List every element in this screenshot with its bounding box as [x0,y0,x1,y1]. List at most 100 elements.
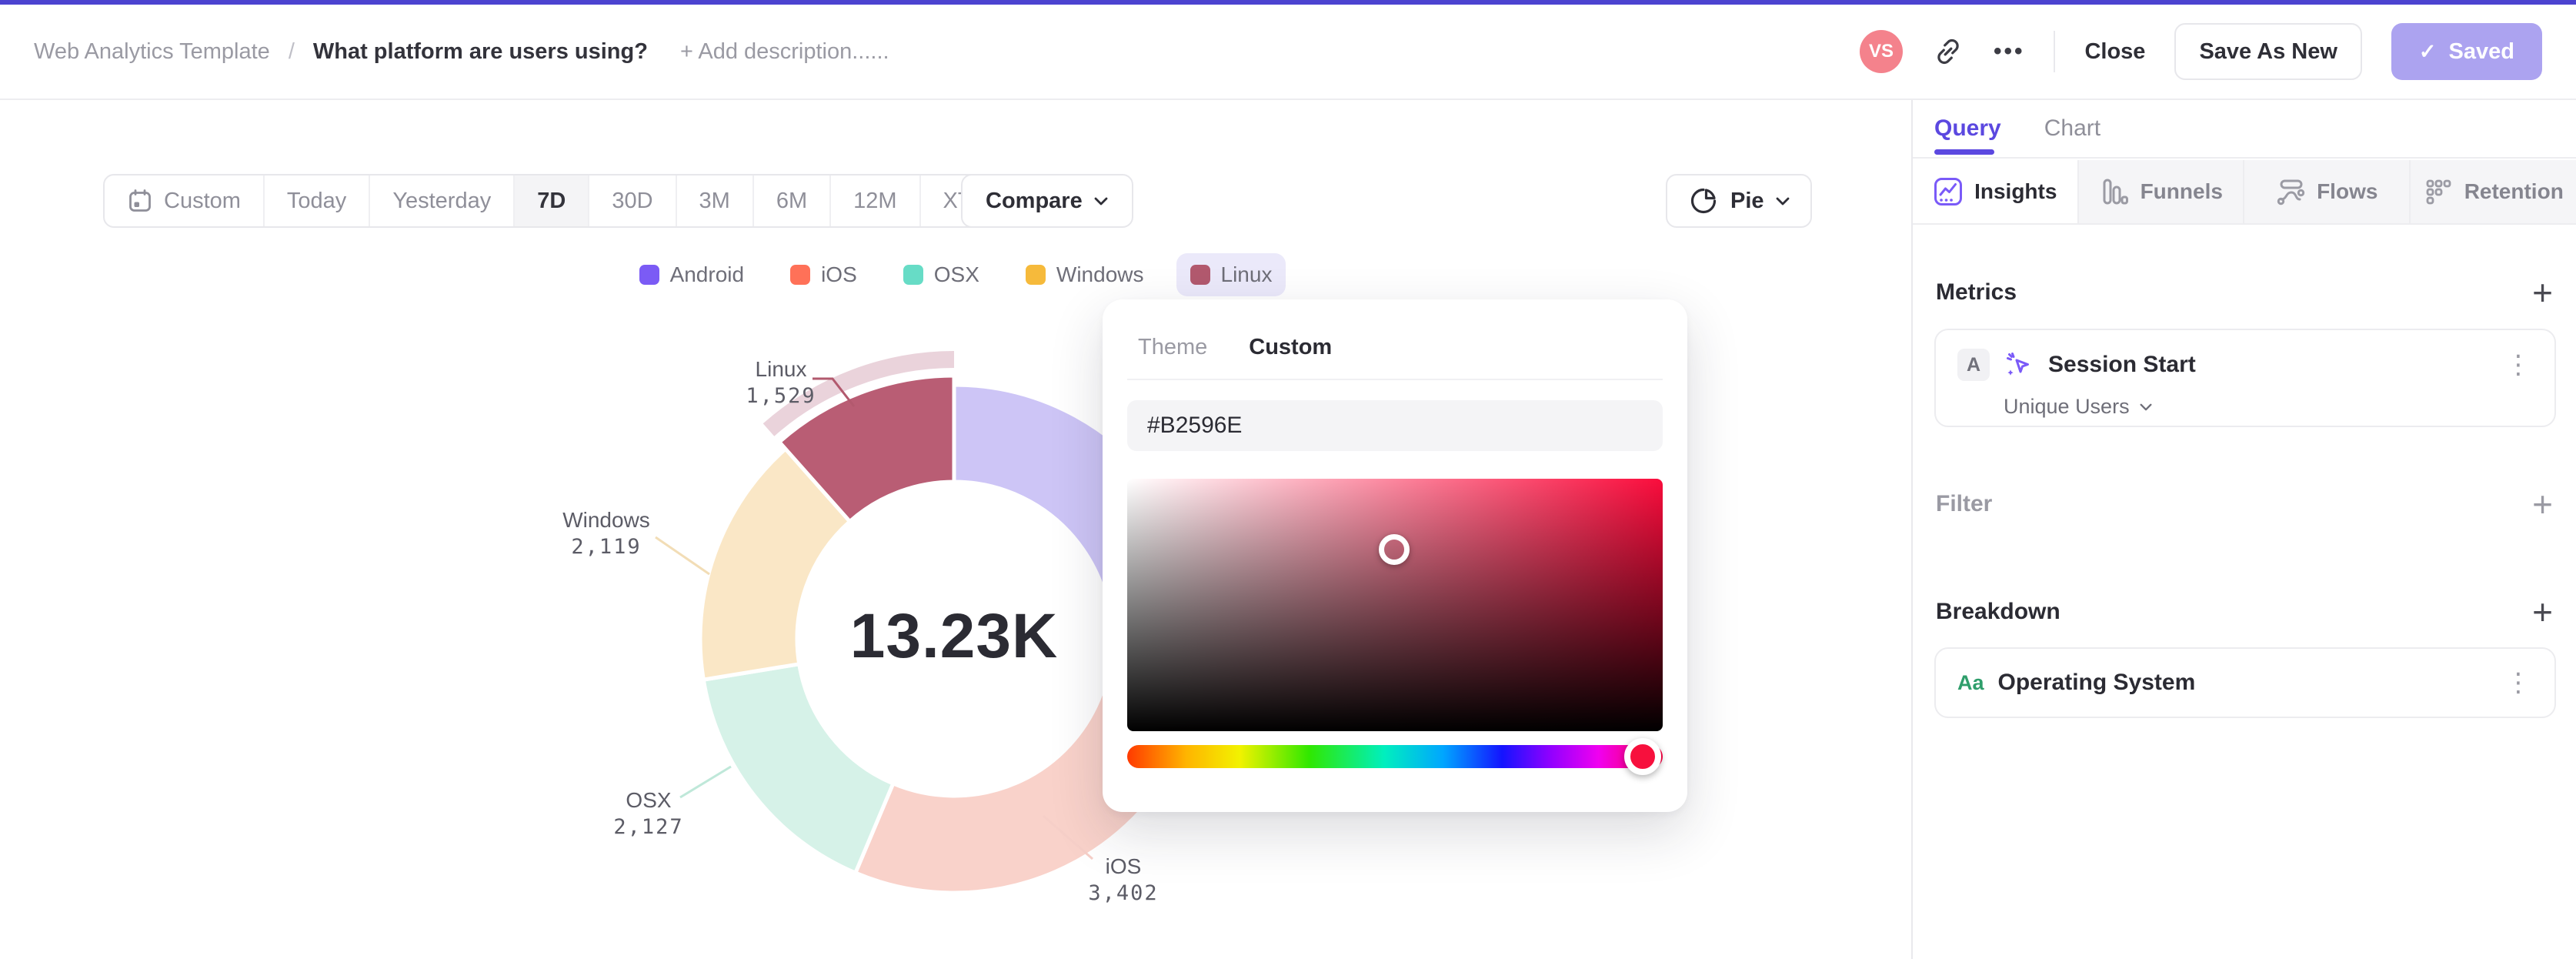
hex-color-input[interactable] [1127,400,1663,451]
chart-canvas: Custom Today Yesterday 7D 30D 3M 6M 12M … [0,100,1911,959]
section-title: Metrics [1936,279,2017,305]
range-30d[interactable]: 30D [588,175,675,226]
insights-icon [1933,176,1964,207]
legend-item-osx[interactable]: OSX [889,253,993,296]
pie-slice-highlight-band [762,351,954,436]
slice-label-value: 2,127 [613,815,684,839]
legend-swatch [903,265,923,285]
range-label: Custom [164,188,241,213]
avatar[interactable]: VS [1859,30,1903,73]
callout-line-osx [679,765,732,799]
tab-query[interactable]: Query [1934,115,2001,141]
breakdown-row: Aa Operating System ⋮ [1957,670,2533,696]
legend-item-windows[interactable]: Windows [1012,253,1158,296]
chart-type-button[interactable]: Pie [1666,174,1812,228]
slice-label-name: Windows [562,508,650,532]
compare-label: Compare [986,188,1083,213]
tab-chart[interactable]: Chart [2044,115,2101,141]
legend-item-ios[interactable]: iOS [776,253,871,296]
header-divider [2054,31,2056,72]
metric-card[interactable]: A Session Start ⋮ Unique Users [1934,329,2556,427]
section-title: Breakdown [1936,599,2060,624]
legend-swatch [639,265,659,285]
legend-swatch [1190,265,1210,285]
metric-kebab-menu-icon[interactable]: ⋮ [2505,350,2531,379]
tab-label: Flows [2317,179,2378,203]
breadcrumb[interactable]: Web Analytics Template [34,38,270,64]
funnels-icon [2099,176,2130,207]
tab-theme[interactable]: Theme [1138,335,1208,359]
tab-custom[interactable]: Custom [1249,335,1333,359]
series-badge: A [1957,349,1990,381]
legend-item-android[interactable]: Android [626,253,759,296]
range-3m[interactable]: 3M [675,175,752,226]
saved-button[interactable]: ✓ Saved [2391,23,2542,80]
metric-event-name[interactable]: Session Start [2048,352,2196,377]
range-custom[interactable]: Custom [105,175,263,226]
tab-label: Retention [2464,179,2564,203]
color-cursor[interactable] [1378,533,1410,565]
pie-slice-osx[interactable] [701,662,896,875]
breakdown-kebab-menu-icon[interactable]: ⋮ [2505,668,2531,697]
tab-label: Insights [1974,179,2057,203]
breadcrumb-separator: / [288,38,295,64]
breakdown-property-name[interactable]: Operating System [1997,670,2196,695]
add-breakdown-button[interactable]: + [2532,592,2553,632]
chevron-down-icon [1094,197,1108,205]
close-button[interactable]: Close [2084,38,2146,64]
aggregation-dropdown[interactable]: Unique Users [2004,395,2533,419]
tab-label: Funnels [2140,179,2223,203]
chart-type-label: Pie [1730,188,1764,213]
color-picker-popup: Theme Custom [1103,299,1687,812]
add-metric-button[interactable]: + [2532,272,2553,312]
retention-icon [2423,176,2454,207]
hue-slider[interactable] [1127,738,1663,775]
slice-label-value: 1,529 [746,384,816,408]
tab-flows[interactable]: Flows [2244,160,2411,223]
legend-label: Windows [1056,262,1144,286]
share-link-icon[interactable] [1932,35,1964,68]
range-6m[interactable]: 6M [752,175,829,226]
add-description-button[interactable]: + Add description...... [679,38,889,64]
calendar-icon [129,189,151,212]
range-yesterday[interactable]: Yesterday [369,175,513,226]
save-as-new-button[interactable]: Save As New [2174,23,2362,80]
legend-label: Android [669,262,745,286]
analysis-type-tabs: Insights Funnels [1913,160,2576,225]
saved-label: Saved [2448,38,2514,64]
slice-label-value: 2,119 [571,535,642,559]
flows-icon [2275,176,2306,207]
compare-button[interactable]: Compare [961,174,1133,228]
aggregation-label: Unique Users [2004,395,2130,418]
legend-label: iOS [821,262,857,286]
hue-slider-handle[interactable] [1624,738,1662,775]
legend-label: Linux [1220,262,1273,286]
slice-label-name: Linux [755,357,807,381]
breakdown-card[interactable]: Aa Operating System ⋮ [1934,647,2556,718]
slice-label-osx: OSX 2,127 [572,787,726,840]
legend-swatch [1025,265,1046,285]
pie-slice-linux[interactable] [777,373,956,523]
add-filter-button[interactable]: + [2532,484,2553,524]
active-tab-underline [1934,149,1994,155]
date-range-toolbar: Custom Today Yesterday 7D 30D 3M 6M 12M … [103,174,1038,228]
check-icon: ✓ [2418,39,2437,63]
page-title[interactable]: What platform are users using? [312,38,648,64]
sidebar-tabs: Query Chart [1913,100,2576,159]
slice-label-linux: Linux 1,529 [704,356,858,409]
range-12m[interactable]: 12M [829,175,919,226]
tab-funnels[interactable]: Funnels [2078,160,2244,223]
slice-label-windows: Windows 2,119 [529,506,683,560]
pie-chart-icon [1690,188,1717,214]
slice-label-value: 3,402 [1088,881,1159,905]
more-menu-icon[interactable]: ••• [1993,38,2025,64]
tab-insights[interactable]: Insights [1913,160,2079,223]
slice-label-name: iOS [1105,854,1142,878]
saturation-brightness-area[interactable] [1127,479,1663,731]
color-picker-tabs: Theme Custom [1127,329,1663,380]
tab-retention[interactable]: Retention [2410,160,2576,223]
range-7d[interactable]: 7D [513,175,589,226]
range-today[interactable]: Today [262,175,369,226]
legend-item-linux[interactable]: Linux [1176,253,1286,296]
